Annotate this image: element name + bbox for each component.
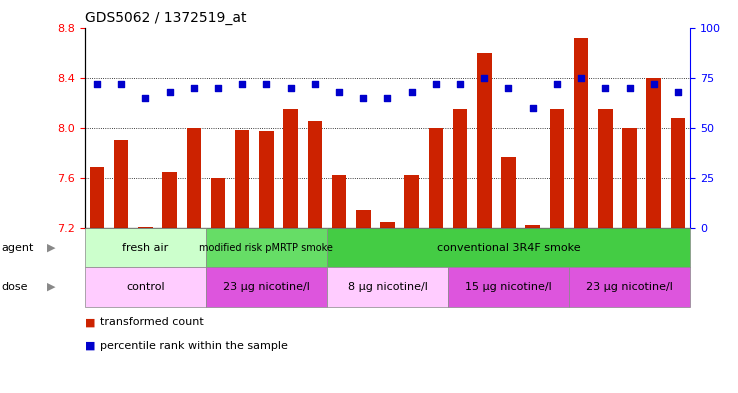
Bar bbox=[327, 228, 690, 267]
Text: ■: ■ bbox=[85, 317, 95, 327]
Point bbox=[115, 81, 127, 87]
Bar bbox=[501, 156, 516, 228]
Bar bbox=[429, 128, 443, 228]
Bar bbox=[235, 130, 249, 228]
Bar bbox=[622, 128, 637, 228]
Bar bbox=[327, 267, 448, 307]
Text: 8 μg nicotine/l: 8 μg nicotine/l bbox=[348, 282, 427, 292]
Text: ■: ■ bbox=[85, 341, 95, 351]
Point bbox=[624, 84, 635, 91]
Point bbox=[309, 81, 321, 87]
Point bbox=[551, 81, 563, 87]
Point bbox=[503, 84, 514, 91]
Text: GDS5062 / 1372519_at: GDS5062 / 1372519_at bbox=[85, 11, 246, 25]
Bar bbox=[187, 128, 201, 228]
Point bbox=[285, 84, 297, 91]
Bar bbox=[477, 53, 492, 228]
Bar bbox=[550, 109, 564, 228]
Point bbox=[357, 94, 369, 101]
Text: transformed count: transformed count bbox=[100, 317, 204, 327]
Text: 15 μg nicotine/l: 15 μg nicotine/l bbox=[465, 282, 552, 292]
Bar bbox=[206, 267, 327, 307]
Point bbox=[430, 81, 442, 87]
Bar bbox=[404, 175, 419, 228]
Text: ▶: ▶ bbox=[46, 242, 55, 253]
Bar bbox=[138, 227, 153, 228]
Bar bbox=[574, 37, 588, 228]
Text: control: control bbox=[126, 282, 165, 292]
Bar bbox=[525, 226, 540, 228]
Bar bbox=[671, 118, 685, 228]
Bar bbox=[448, 267, 569, 307]
Point bbox=[527, 105, 539, 111]
Point bbox=[333, 88, 345, 95]
Point bbox=[212, 84, 224, 91]
Text: dose: dose bbox=[1, 282, 28, 292]
Text: modified risk pMRTP smoke: modified risk pMRTP smoke bbox=[199, 242, 334, 253]
Bar bbox=[569, 267, 690, 307]
Bar bbox=[90, 167, 104, 228]
Bar bbox=[211, 178, 225, 228]
Bar bbox=[283, 109, 298, 228]
Point bbox=[599, 84, 611, 91]
Point bbox=[91, 81, 103, 87]
Bar bbox=[85, 228, 206, 267]
Bar bbox=[85, 267, 206, 307]
Text: agent: agent bbox=[1, 242, 34, 253]
Point bbox=[648, 81, 660, 87]
Point bbox=[164, 88, 176, 95]
Point bbox=[382, 94, 393, 101]
Point bbox=[406, 88, 418, 95]
Point bbox=[236, 81, 248, 87]
Point bbox=[478, 75, 490, 81]
Point bbox=[672, 88, 684, 95]
Bar bbox=[308, 121, 322, 228]
Bar bbox=[206, 228, 327, 267]
Bar bbox=[380, 222, 395, 228]
Point bbox=[454, 81, 466, 87]
Text: percentile rank within the sample: percentile rank within the sample bbox=[100, 341, 288, 351]
Point bbox=[188, 84, 200, 91]
Bar bbox=[259, 132, 274, 228]
Point bbox=[575, 75, 587, 81]
Bar bbox=[453, 109, 467, 228]
Text: conventional 3R4F smoke: conventional 3R4F smoke bbox=[437, 242, 580, 253]
Text: 23 μg nicotine/l: 23 μg nicotine/l bbox=[223, 282, 310, 292]
Bar bbox=[356, 210, 370, 228]
Text: fresh air: fresh air bbox=[123, 242, 168, 253]
Bar bbox=[332, 175, 346, 228]
Text: 23 μg nicotine/l: 23 μg nicotine/l bbox=[586, 282, 673, 292]
Bar bbox=[114, 140, 128, 228]
Point bbox=[139, 94, 151, 101]
Bar bbox=[162, 172, 177, 228]
Text: ▶: ▶ bbox=[46, 282, 55, 292]
Bar bbox=[646, 77, 661, 228]
Bar bbox=[598, 109, 613, 228]
Point bbox=[261, 81, 272, 87]
